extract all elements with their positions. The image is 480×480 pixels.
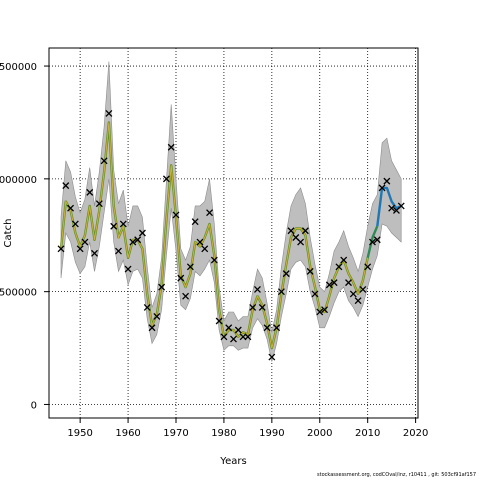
observed-point — [297, 238, 305, 246]
observed-point — [258, 303, 266, 311]
observed-point — [110, 222, 118, 230]
observed-point — [143, 303, 151, 311]
observed-point — [62, 182, 70, 190]
observed-point — [225, 324, 233, 332]
plot-frame — [48, 47, 419, 419]
observed-point — [244, 333, 252, 341]
y-axis: 0 500000 1000000 1500000 — [0, 62, 49, 411]
observed-point — [210, 256, 218, 264]
y-tick-label: 1500000 — [0, 62, 37, 73]
observed-point — [383, 177, 391, 185]
grid-lines — [49, 48, 418, 418]
observed-point — [378, 184, 386, 192]
x-tick-label: 2000 — [307, 428, 332, 439]
observed-point — [282, 270, 290, 278]
observed-point — [311, 290, 319, 298]
observed-point — [349, 290, 357, 298]
observed-point — [254, 285, 261, 293]
observed-point — [321, 306, 329, 314]
x-tick-label: 1970 — [163, 428, 188, 439]
observed-point — [148, 324, 156, 332]
observed-point — [124, 265, 132, 273]
observed-point — [373, 236, 381, 244]
fitted-line-last — [376, 186, 402, 227]
observed-point — [201, 245, 209, 253]
observed-point — [196, 238, 204, 246]
observed-point — [359, 285, 367, 293]
observed-point — [388, 204, 396, 212]
x-tick-label: 1990 — [259, 428, 284, 439]
observed-point — [162, 175, 170, 183]
observed-point — [206, 209, 213, 217]
observed-point — [191, 218, 199, 226]
observed-point — [115, 247, 122, 255]
observed-point — [335, 263, 343, 271]
observed-point — [138, 229, 146, 237]
observed-point — [230, 335, 237, 343]
observed-point — [158, 283, 166, 291]
observed-point — [220, 333, 228, 341]
observed-point — [263, 324, 271, 332]
observed-point — [345, 279, 352, 287]
observed-point — [91, 249, 98, 257]
x-tick-label: 1960 — [115, 428, 140, 439]
observed-point — [182, 292, 190, 300]
observed-point — [364, 263, 372, 271]
observed-point — [301, 227, 309, 235]
x-tick-label: 2020 — [403, 428, 428, 439]
observed-point — [81, 238, 89, 246]
y-tick-label: 0 — [31, 400, 37, 411]
observed-point — [397, 202, 405, 210]
x-tick-label: 1980 — [211, 428, 236, 439]
x-axis-title: Years — [219, 456, 246, 467]
observed-point — [172, 211, 180, 219]
observed-point — [134, 236, 142, 244]
footer-credit: stockassessment.org, codCOval/inz, r1041… — [317, 472, 476, 478]
x-axis: 1950 1960 1970 1980 1990 2000 2010 2020 — [67, 418, 428, 439]
observed-point — [105, 109, 113, 117]
observed-point — [306, 267, 314, 275]
observed-point — [95, 200, 103, 208]
y-tick-label: 500000 — [0, 288, 37, 299]
observed-point — [186, 263, 194, 271]
observed-point — [273, 324, 281, 332]
observed-point — [234, 326, 242, 334]
observed-point — [100, 157, 108, 165]
observed-points — [57, 109, 405, 361]
observed-point — [177, 274, 185, 282]
observed-point — [86, 188, 94, 196]
observed-point — [119, 220, 127, 228]
observed-point — [325, 281, 333, 289]
observed-point — [215, 317, 223, 325]
fitted-line-recent — [366, 225, 379, 259]
observed-point — [249, 303, 257, 311]
observed-point — [71, 220, 79, 228]
observed-point — [167, 143, 175, 151]
observed-point — [330, 279, 338, 287]
observed-point — [340, 256, 348, 264]
x-tick-label: 2010 — [355, 428, 380, 439]
y-axis-title: Catch — [3, 219, 14, 248]
observed-point — [287, 227, 295, 235]
observed-point — [369, 238, 376, 246]
observed-point — [153, 313, 161, 320]
observed-point — [277, 288, 285, 296]
observed-point — [76, 245, 84, 253]
observed-point — [129, 238, 137, 246]
observed-point — [316, 308, 324, 316]
x-tick-label: 1950 — [67, 428, 92, 439]
observed-point — [268, 353, 276, 361]
observed-point — [67, 204, 75, 212]
observed-point — [354, 297, 362, 305]
confidence-band — [60, 61, 402, 362]
observed-point — [57, 245, 65, 253]
y-tick-label: 1000000 — [0, 175, 37, 186]
